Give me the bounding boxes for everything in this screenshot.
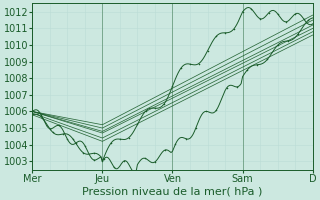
- X-axis label: Pression niveau de la mer( hPa ): Pression niveau de la mer( hPa ): [82, 187, 263, 197]
